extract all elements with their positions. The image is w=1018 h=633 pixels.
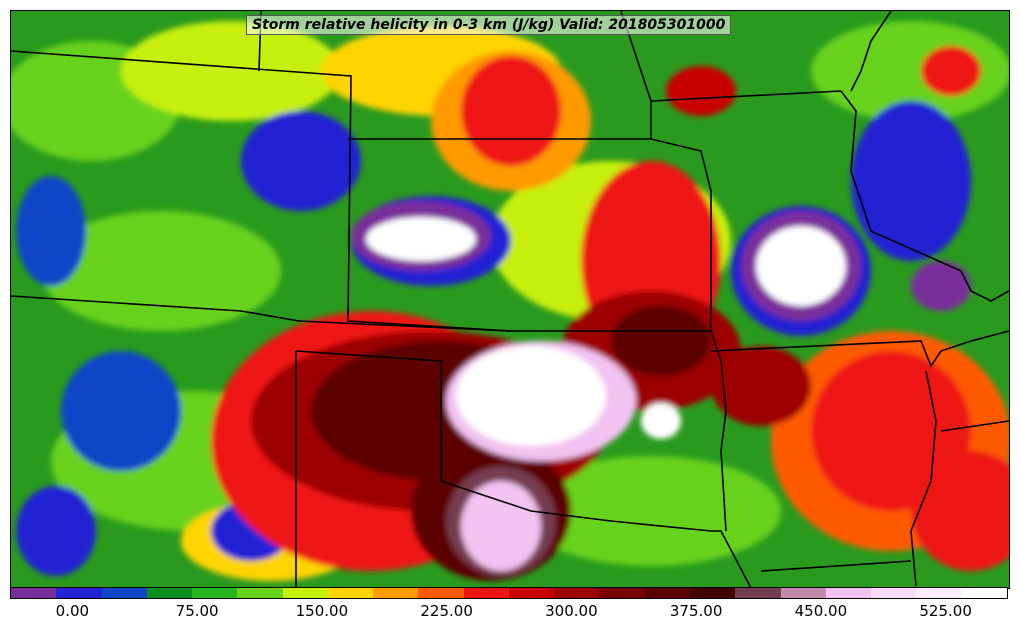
colorbar-segment — [825, 588, 872, 598]
colorbar-segment — [101, 588, 147, 598]
colorbar-tick-label: 75.00 — [175, 602, 219, 620]
colorbar-segment — [282, 588, 328, 598]
colorbar-segment — [961, 588, 1007, 598]
colorbar-segment — [644, 588, 690, 598]
map-title: Storm relative helicity in 0-3 km (J/kg)… — [246, 15, 732, 35]
colorbar-tick-label: 0.00 — [55, 602, 90, 620]
colorbar-tick-label: 225.00 — [420, 602, 473, 620]
state-boundaries — [11, 11, 1009, 588]
colorbar-tick-label: 525.00 — [919, 602, 972, 620]
colorbar-tick-labels: 0.00 75.00 150.00 225.00 300.00 375.00 450.00 5… — [0, 602, 1018, 626]
colorbar-segment — [192, 588, 238, 598]
colorbar-tick-label: 300.00 — [545, 602, 598, 620]
colorbar-segment — [56, 588, 102, 598]
colorbar-tick-label: 450.00 — [794, 602, 848, 620]
colorbar-segment — [554, 588, 600, 598]
colorbar-segment — [373, 588, 419, 598]
colorbar-tick-label: 375.00 — [669, 602, 723, 620]
map-canvas — [11, 11, 1009, 588]
colorbar-segment — [146, 588, 193, 598]
colorbar-segment — [508, 588, 555, 598]
helicity-contours — [11, 21, 1009, 581]
colorbar-segment — [916, 588, 962, 598]
colorbar-tick-label: 150.00 — [295, 602, 349, 620]
colorbar-segment — [418, 588, 464, 598]
colorbar-segment — [327, 588, 374, 598]
colorbar-segment — [599, 588, 645, 598]
colorbar-segment — [463, 588, 509, 598]
colorbar — [10, 587, 1008, 599]
colorbar-segment — [11, 588, 57, 598]
colorbar-segment — [780, 588, 826, 598]
helicity-map — [10, 10, 1010, 589]
colorbar-segment — [735, 588, 781, 598]
colorbar-segment — [237, 588, 283, 598]
colorbar-segment — [871, 588, 917, 598]
colorbar-segment — [689, 588, 736, 598]
